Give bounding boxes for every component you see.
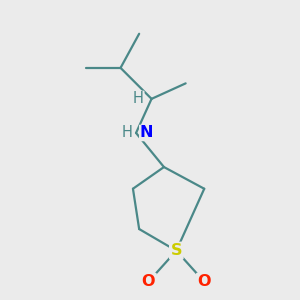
Text: O: O	[197, 274, 211, 289]
Text: S: S	[171, 243, 182, 258]
Text: O: O	[142, 274, 155, 289]
Text: N: N	[140, 125, 153, 140]
Text: H: H	[122, 125, 132, 140]
Text: H: H	[133, 92, 144, 106]
